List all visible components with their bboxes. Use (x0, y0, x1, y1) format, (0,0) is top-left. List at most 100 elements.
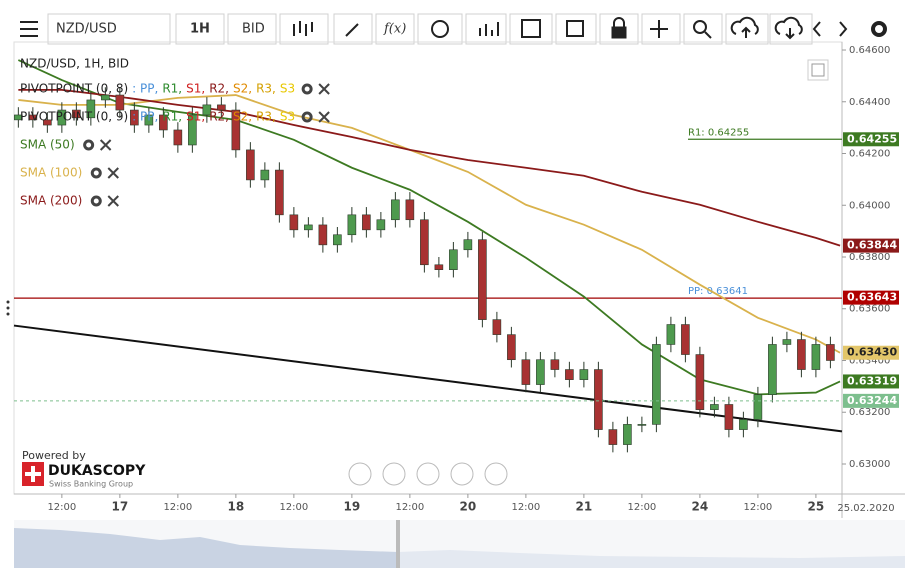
candle-body (217, 104, 226, 111)
y-tick-label: 0.63000 (849, 459, 890, 470)
price-tag (843, 374, 899, 389)
pivot-part: S2, (233, 82, 252, 96)
pivot-part: S2, (233, 110, 252, 124)
gear-icon[interactable] (301, 111, 313, 123)
zoom-button[interactable] (683, 13, 723, 45)
next-button[interactable] (839, 21, 848, 37)
info-button[interactable] (417, 13, 463, 45)
remove-icon[interactable] (107, 195, 119, 207)
gear-icon[interactable] (90, 195, 102, 207)
candle-body (434, 264, 444, 270)
candle-body (420, 219, 429, 266)
icon (521, 19, 541, 38)
branding: Powered by DUKASCOPY Swiss Banking Group (22, 449, 146, 489)
chart-type-button[interactable] (279, 13, 329, 45)
gear-icon[interactable] (90, 167, 102, 179)
candle-body (173, 129, 183, 146)
x-tick-label: 17 (112, 500, 129, 514)
candle-body (724, 404, 734, 430)
navigator (14, 520, 905, 568)
cross (107, 167, 119, 179)
icon (650, 20, 668, 38)
side: BID (242, 22, 265, 37)
candle-body (637, 424, 647, 426)
pivot-level-label: R1: 0.64255 (688, 127, 749, 138)
price-tag-label: 0.63430 (847, 346, 897, 359)
settings-button[interactable] (871, 21, 887, 37)
navigator-handle[interactable] (396, 520, 400, 568)
candle-body (521, 359, 531, 385)
left-handle[interactable] (6, 300, 10, 316)
remove-icon[interactable] (99, 139, 112, 151)
cross (107, 195, 119, 207)
candle-body (797, 339, 806, 370)
icon (693, 20, 707, 34)
trendline (13, 324, 843, 433)
gear (90, 167, 102, 179)
pivot-part: : PP, (132, 82, 158, 96)
brand-name: DUKASCOPY (48, 463, 146, 479)
candle-body (159, 114, 168, 131)
nav-right[interactable] (484, 462, 508, 486)
remove-icon[interactable] (318, 111, 330, 123)
gear-icon[interactable] (301, 83, 313, 95)
candle-body (768, 344, 777, 395)
pivot-part: S1, (186, 82, 205, 96)
candle-body (782, 339, 792, 345)
x-tick-label: 18 (228, 500, 245, 514)
nav-zoom-out[interactable] (382, 462, 406, 486)
y-tick-label: 0.63600 (849, 304, 890, 315)
indicator-button[interactable] (375, 13, 415, 45)
symbol-box[interactable] (47, 13, 171, 45)
candle-body (304, 224, 313, 231)
price-tag (843, 132, 899, 147)
candle-body (188, 114, 197, 146)
pivot-part: R1, (162, 82, 182, 96)
price-tag (843, 345, 899, 360)
fullscreen-button[interactable] (807, 59, 829, 81)
price-tag-label: 0.63244 (847, 394, 897, 407)
candle-body (449, 249, 458, 270)
candle-body (478, 239, 487, 320)
x-tick-label: 12:00 (743, 502, 772, 513)
y-tick-label: 0.64400 (849, 97, 890, 108)
candle-body (28, 114, 38, 121)
candle-body (347, 214, 357, 236)
price-tag-label: 0.63643 (847, 291, 897, 304)
candle-body (710, 404, 719, 410)
y-tick-label: 0.64600 (849, 45, 890, 56)
candle-body (275, 169, 284, 216)
candle-body (579, 369, 589, 380)
candle-body (739, 419, 748, 430)
logo-cross (25, 466, 41, 482)
icon (704, 31, 712, 39)
price-tag (843, 238, 899, 253)
candle-body (115, 94, 125, 111)
prev-button[interactable] (812, 21, 821, 37)
nav-reset[interactable] (416, 462, 440, 486)
period-box[interactable] (175, 13, 225, 45)
candle-body (86, 99, 96, 119)
x-tick-label: 19 (344, 500, 361, 514)
nav-zoom-in[interactable] (450, 462, 474, 486)
candle-body (260, 169, 270, 181)
nav-left[interactable] (348, 462, 372, 486)
gear-icon[interactable] (83, 139, 95, 151)
cross (318, 83, 330, 95)
remove-icon[interactable] (107, 167, 119, 179)
candle-body (130, 109, 139, 126)
y-tick-label: 0.64000 (849, 200, 890, 211)
menu-button[interactable] (20, 21, 38, 37)
symbol: NZD/USD (56, 22, 117, 37)
candle-body (391, 199, 400, 221)
candle-body (231, 109, 241, 151)
remove-icon[interactable] (318, 83, 330, 95)
pivot-part: R2, (209, 82, 229, 96)
gear (301, 83, 313, 95)
candle-body (101, 94, 110, 101)
side-box[interactable] (227, 13, 277, 45)
candle-body (652, 344, 661, 425)
icon (774, 16, 803, 40)
gear (90, 195, 102, 207)
icon (811, 63, 825, 77)
